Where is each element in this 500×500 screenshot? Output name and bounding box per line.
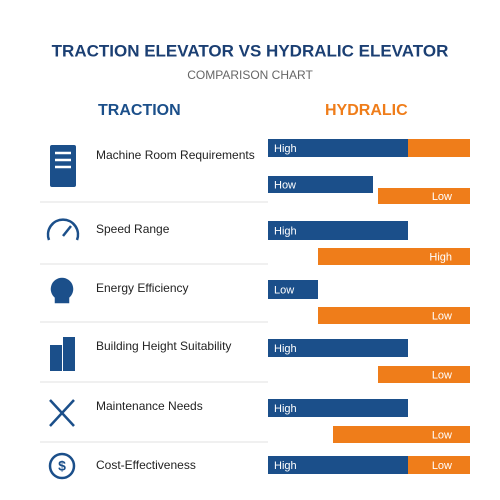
hydraulic-bar: [378, 366, 470, 383]
traction-bar: [268, 221, 408, 240]
traction-bar: [268, 176, 373, 193]
hydraulic-bar: [378, 188, 470, 204]
icons: [46, 145, 80, 480]
traction-bar: [268, 456, 408, 474]
bar-label: High: [429, 251, 452, 263]
traction-header: TRACTION: [98, 102, 181, 119]
hydraulic-header: HYDRALIC: [325, 102, 408, 119]
subtitle: COMPARISON CHART: [187, 68, 313, 82]
hydraulic-bar: [318, 307, 470, 324]
traction-bar: [268, 280, 318, 299]
bar-extension: [408, 139, 470, 157]
bar-label: High: [274, 403, 297, 415]
hydraulic-bar: [333, 426, 470, 443]
bar-label: Low: [432, 429, 452, 441]
row-label: Cost-Effectiveness: [96, 458, 196, 472]
bar-label: Low: [432, 369, 452, 381]
row-label: Building Height Suitability: [96, 339, 231, 353]
traction-bar: [268, 139, 408, 157]
row-label: Machine Room Requirements: [96, 148, 255, 162]
traction-bar: [268, 399, 408, 417]
bar-label: How: [274, 179, 296, 191]
dollar-icon: $: [58, 458, 66, 474]
bar-label: High: [274, 460, 297, 472]
title: TRACTION ELEVATOR VS HYDRALIC ELEVATOR: [52, 41, 449, 60]
row-label: Maintenance Needs: [96, 399, 203, 413]
row-label: Speed Range: [96, 222, 170, 236]
hydraulic-bar: [408, 456, 470, 474]
row-label: Energy Efficiency: [96, 281, 189, 295]
traction-bar: [268, 339, 408, 357]
separators: [40, 201, 268, 443]
bar-label: High: [274, 143, 297, 155]
bar-label: Low: [432, 310, 452, 322]
bar-label: Low: [274, 284, 294, 296]
hydraulic-bar: [318, 248, 470, 265]
bar-label: Low: [432, 191, 452, 203]
bar-label: High: [274, 225, 297, 237]
bar-label: High: [274, 343, 297, 355]
bar-label: Low: [432, 460, 452, 472]
